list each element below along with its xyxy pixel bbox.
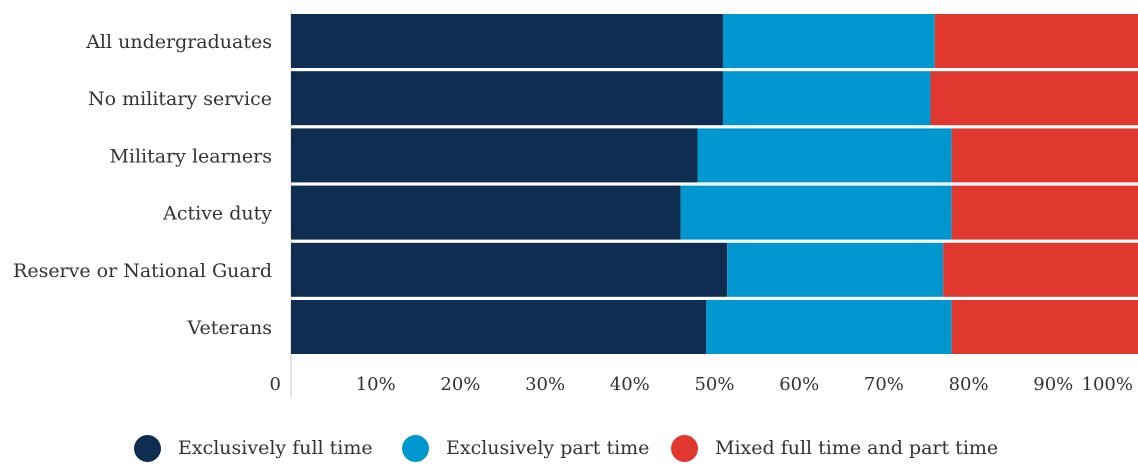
bar-military-learners-mixed-full-time-and-part-time — [951, 128, 1138, 183]
bar-all-undergraduates-mixed-full-time-and-part-time — [934, 14, 1138, 68]
legend-item-part-time: Exclusively part time — [402, 430, 649, 466]
bar-veterans-mixed-full-time-and-part-time — [951, 300, 1138, 354]
legend-swatch-part-time — [402, 434, 429, 462]
legend-label-mixed: Mixed full time and part time — [715, 437, 999, 459]
category-label-no-military-service: No military service — [88, 88, 272, 110]
x-tick-label: 80% — [949, 374, 989, 395]
x-tick-label: 10% — [356, 374, 396, 395]
legend-swatch-mixed — [671, 434, 698, 462]
bar-no-military-service-exclusively-part-time — [722, 71, 931, 126]
bar-active-duty-exclusively-full-time — [291, 185, 681, 240]
x-tick-label: 60% — [779, 374, 819, 395]
x-tick-label: 20% — [440, 374, 480, 395]
bar-all-undergraduates-exclusively-part-time — [722, 14, 935, 68]
x-tick-label: 90% — [1033, 374, 1073, 395]
x-tick-label: 0 — [270, 374, 281, 395]
bar-active-duty-mixed-full-time-and-part-time — [951, 185, 1138, 240]
bar-reserve-or-national-guard-mixed-full-time-and-part-time — [943, 242, 1138, 297]
legend-item-full-time: Exclusively full time — [134, 430, 373, 466]
bar-veterans-exclusively-full-time — [291, 300, 707, 354]
x-tick-label: 40% — [610, 374, 650, 395]
x-tick-label: 70% — [864, 374, 904, 395]
bar-veterans-exclusively-part-time — [706, 300, 952, 354]
legend-label-part-time: Exclusively part time — [446, 437, 650, 459]
legend-item-mixed: Mixed full time and part time — [671, 430, 998, 466]
category-label-all-undergraduates: All undergraduates — [85, 31, 272, 53]
category-label-military-learners: Military learners — [109, 145, 272, 167]
bar-military-learners-exclusively-full-time — [291, 128, 698, 183]
legend-swatch-full-time — [134, 434, 161, 462]
stacked-bar-chart: All undergraduates No military service Mil… — [13, 10, 1138, 398]
bar-all-undergraduates-exclusively-full-time — [291, 14, 723, 68]
x-tick-label: 30% — [525, 374, 565, 395]
bar-active-duty-exclusively-part-time — [680, 185, 952, 240]
x-tick-label: 50% — [694, 374, 734, 395]
bar-no-military-service-mixed-full-time-and-part-time — [930, 71, 1138, 126]
legend: Exclusively full time Exclusively part t… — [0, 430, 1138, 466]
category-label-active-duty: Active duty — [162, 203, 272, 225]
x-tick-label: 100% — [1082, 374, 1133, 395]
category-label-reserve-or-national-guard: Reserve or National Guard — [13, 260, 272, 282]
bar-military-learners-exclusively-part-time — [697, 128, 952, 183]
bar-reserve-or-national-guard-exclusively-full-time — [291, 242, 728, 297]
bar-no-military-service-exclusively-full-time — [291, 71, 723, 126]
category-labels: All undergraduates No military service Mil… — [13, 31, 272, 339]
x-axis-ticks: 0 10% 20% 30% 40% 50% 60% 70% 80% 90% 100% — [270, 374, 1133, 395]
category-label-veterans: Veterans — [187, 317, 273, 339]
legend-label-full-time: Exclusively full time — [178, 437, 373, 459]
bars-group — [291, 14, 1138, 354]
bar-reserve-or-national-guard-exclusively-part-time — [727, 242, 944, 297]
